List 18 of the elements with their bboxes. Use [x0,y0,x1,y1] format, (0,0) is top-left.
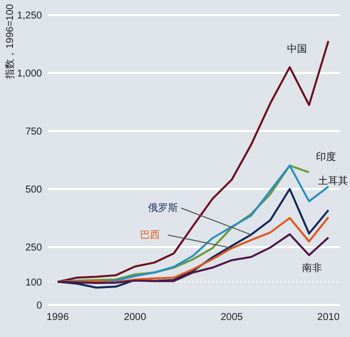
text: 巴西 [140,230,160,241]
series-label: 印度 [316,151,336,163]
y-axis-title: 指数，1996=100 [4,4,16,80]
text: 俄罗斯 [148,202,178,214]
y-tick-label: 750 [25,126,42,138]
x-tick-label: 2000 [124,312,147,323]
y-tick-label: 1,000 [16,68,42,80]
x-tick-label: 1996 [46,312,70,323]
y-tick-label: 100 [25,277,42,288]
x-tick-label: 2010 [317,312,340,323]
y-tick-label: 0 [36,300,42,312]
y-tick-label: 500 [25,184,42,196]
y-tick-label: 250 [25,242,42,254]
series-label: 中国 [287,43,307,55]
y-tick-label: 1,250 [16,10,42,22]
series-label: 土耳其 [318,175,348,187]
series-label: 南非 [302,262,322,274]
x-tick-label: 2005 [220,312,244,323]
